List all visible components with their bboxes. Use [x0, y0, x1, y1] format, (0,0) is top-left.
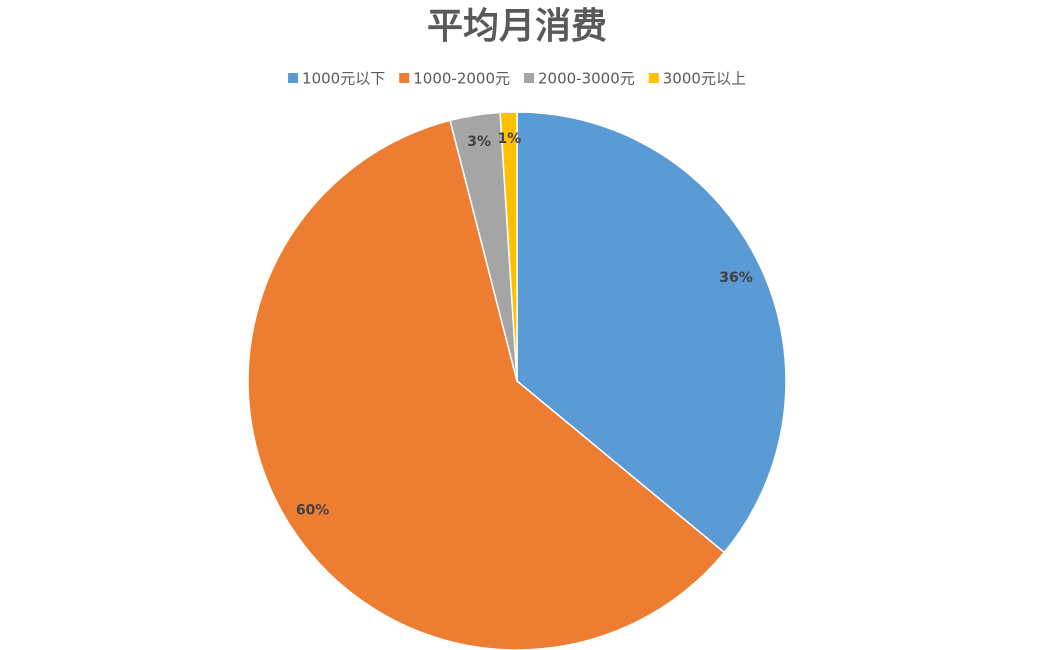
- legend-label: 1000元以下: [302, 70, 385, 88]
- data-label: 60%: [296, 503, 330, 519]
- pie-slice: [247, 119, 726, 650]
- legend: 1000元以下 1000-2000元 2000-3000元 3000元以上: [288, 70, 746, 88]
- data-label: 1%: [498, 131, 522, 147]
- data-label: 36%: [719, 270, 753, 286]
- legend-swatch: [524, 73, 534, 83]
- chart-title: 平均月消费: [427, 6, 607, 47]
- pie: 36% 60% 3% 1%: [247, 111, 787, 650]
- data-label: 3%: [467, 134, 491, 150]
- legend-label: 1000-2000元: [413, 70, 510, 88]
- pie-slice: [516, 111, 787, 554]
- legend-swatch: [399, 73, 410, 83]
- legend-label: 3000元以上: [663, 70, 746, 88]
- legend-label: 2000-3000元: [538, 70, 635, 88]
- legend-swatch: [288, 73, 299, 83]
- pie-slice: [499, 111, 518, 382]
- legend-swatch: [648, 73, 659, 83]
